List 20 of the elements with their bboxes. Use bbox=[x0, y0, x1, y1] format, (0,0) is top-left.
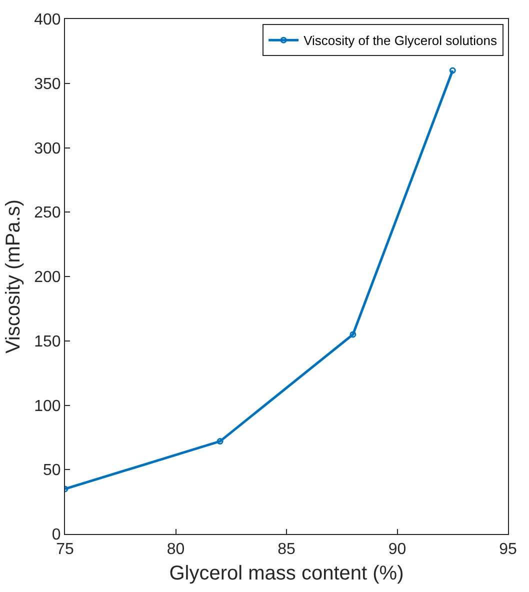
y-tick-label: 100 bbox=[34, 398, 61, 415]
point bbox=[350, 331, 356, 338]
y-tick-label: 150 bbox=[34, 333, 61, 350]
y-tick-label: 0 bbox=[52, 526, 61, 544]
x-tick-label: 90 bbox=[388, 541, 406, 558]
y-axis-title: Viscosity (mPa.s) bbox=[2, 199, 25, 354]
y-tick-label: 350 bbox=[34, 76, 61, 93]
y-tick-label: 400 bbox=[34, 12, 61, 29]
point bbox=[449, 67, 456, 74]
x-tick-label: 75 bbox=[56, 541, 74, 558]
y-tick-label: 50 bbox=[43, 462, 61, 480]
point bbox=[216, 438, 224, 445]
x-axis-title: Glycerol mass content (%) bbox=[169, 562, 404, 585]
x-tick-label: 95 bbox=[499, 541, 517, 558]
y-tick-label: 250 bbox=[34, 204, 61, 222]
x-tick-label: 80 bbox=[166, 541, 185, 558]
y-tick-label: 200 bbox=[34, 269, 61, 286]
y-tick-label: 300 bbox=[34, 140, 61, 158]
x-tick-label: 85 bbox=[278, 541, 296, 558]
legend-label: Viscosity of the Glycerol solutions bbox=[304, 33, 498, 48]
